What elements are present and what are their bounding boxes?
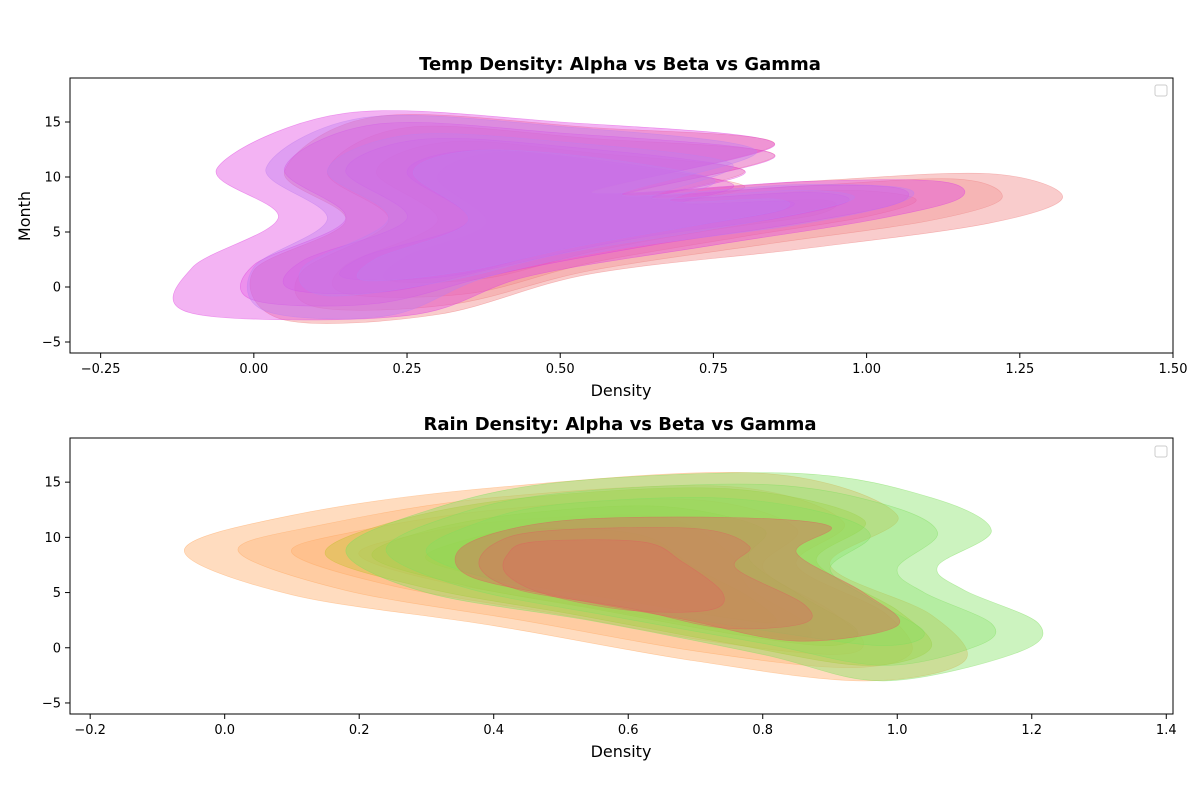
x-tick-label: 0.75 <box>699 362 728 377</box>
density-contour-series-0-level-3 <box>383 152 837 283</box>
x-tick-label: 0.6 <box>618 723 639 738</box>
density-contour-series-0-level-0 <box>183 471 968 682</box>
axes-frame <box>69 77 1174 354</box>
x-tick-label: 0.2 <box>349 723 370 738</box>
x-tick-label: 1.00 <box>852 362 881 377</box>
x-tick-label: 1.0 <box>887 723 908 738</box>
density-contour-series-2-level-1 <box>385 483 997 666</box>
density-contour-series-1-level-0 <box>172 110 966 321</box>
x-tick-label: 1.4 <box>1156 723 1177 738</box>
y-tick-label: 5 <box>53 226 61 241</box>
rain-density-chart: Rain Density: Alpha vs Beta vs Gamma −0.… <box>42 414 1177 761</box>
density-contour-series-2-level-0 <box>246 114 915 320</box>
y-tick-label: −5 <box>42 336 61 351</box>
chart-title: Temp Density: Alpha vs Beta vs Gamma <box>419 54 821 75</box>
legend-box <box>1154 445 1168 458</box>
y-tick-label: 0 <box>53 281 61 296</box>
y-tick-label: 15 <box>44 476 61 491</box>
density-contour-series-0-level-3 <box>358 514 812 640</box>
density-contour-series-0-level-2 <box>332 140 917 298</box>
x-tick-label: 0.8 <box>752 723 773 738</box>
x-tick-label: 0.50 <box>546 362 575 377</box>
x-axis: −0.25 0.00 0.25 0.50 0.75 1.00 1.25 1.50 <box>81 353 1188 377</box>
axes-frame <box>69 437 1174 715</box>
x-tick-label: 0.25 <box>393 362 422 377</box>
y-tick-label: 15 <box>44 116 61 131</box>
y-tick-label: 10 <box>44 171 61 186</box>
x-tick-label: 0.00 <box>239 362 268 377</box>
y-tick-label: 0 <box>53 641 61 656</box>
density-contour-series-3-level-0 <box>454 516 900 642</box>
legend-box <box>1154 84 1168 97</box>
y-axis: −5 0 5 10 15 <box>42 116 70 351</box>
density-contour-series-1-level-1 <box>371 505 859 646</box>
chart-title: Rain Density: Alpha vs Beta vs Gamma <box>423 414 816 435</box>
x-tick-label: 1.25 <box>1005 362 1034 377</box>
density-contour-series-2-level-2 <box>356 149 790 282</box>
x-tick-label: −0.25 <box>81 362 121 377</box>
x-tick-label: 1.2 <box>1021 723 1042 738</box>
density-contour-series-0-level-1 <box>294 125 1003 311</box>
density-contour-series-1-level-3 <box>339 149 795 281</box>
y-axis: −5 0 5 10 15 <box>42 476 70 711</box>
x-tick-label: −0.2 <box>74 723 106 738</box>
plot-area <box>183 471 1044 682</box>
x-axis-label: Density <box>591 381 652 400</box>
density-contour-series-2-level-1 <box>298 133 855 297</box>
density-contour-series-0-level-0 <box>249 114 1064 324</box>
x-tick-label: 0.4 <box>483 723 504 738</box>
density-contour-series-2-level-0 <box>345 472 1044 682</box>
x-axis-label: Density <box>591 742 652 761</box>
x-tick-label: 0.0 <box>214 723 235 738</box>
temp-density-chart: Temp Density: Alpha vs Beta vs Gamma −0.… <box>15 54 1187 400</box>
density-contour-series-2-level-2 <box>426 497 925 646</box>
density-contour-series-1-level-1 <box>240 122 910 307</box>
plot-area <box>172 110 1064 324</box>
y-tick-label: 5 <box>53 586 61 601</box>
x-tick-label: 1.50 <box>1159 362 1188 377</box>
density-contour-series-0-level-1 <box>237 485 913 668</box>
y-axis-label: Month <box>15 191 34 241</box>
y-tick-label: 10 <box>44 531 61 546</box>
density-contour-series-0-level-2 <box>291 498 864 655</box>
y-tick-label: −5 <box>42 696 61 711</box>
x-axis: −0.2 0.0 0.2 0.4 0.6 0.8 1.0 1.2 1.4 <box>74 714 1177 738</box>
density-contour-series-3-level-1 <box>478 527 813 630</box>
density-contour-series-1-level-2 <box>425 527 777 624</box>
density-contour-series-3-level-2 <box>502 539 725 613</box>
